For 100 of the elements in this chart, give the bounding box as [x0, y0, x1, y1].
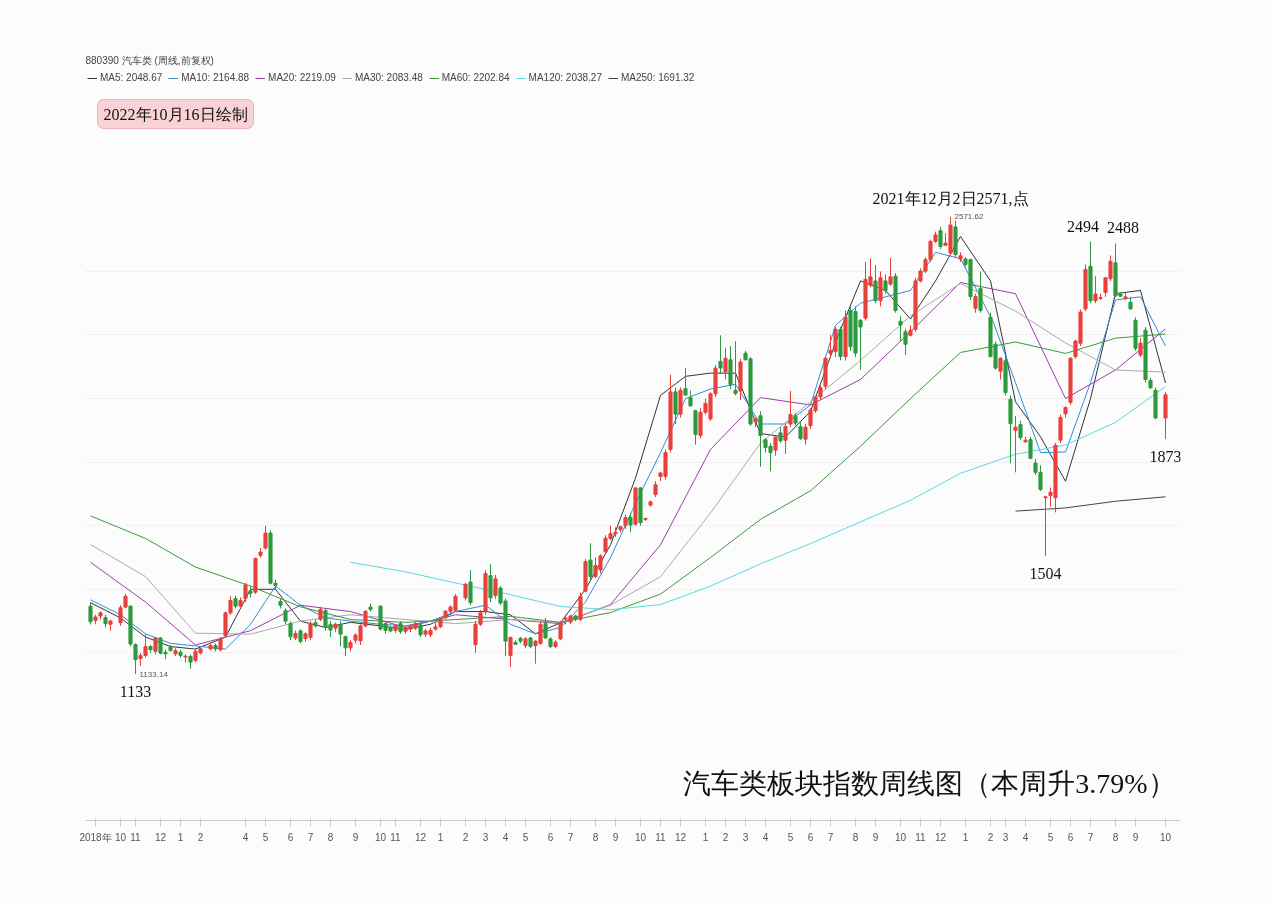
- candlestick: [693, 409, 698, 446]
- candlestick: [243, 582, 248, 603]
- candlestick: [803, 423, 808, 446]
- candlestick: [578, 592, 583, 622]
- x-tick-label: 7: [827, 831, 834, 843]
- candlestick: [733, 340, 738, 396]
- candlestick: [788, 390, 793, 428]
- chart-subtitle: 880390 汽车类 (周线,前复权): [85, 54, 214, 66]
- x-tick-label: 4: [1022, 831, 1029, 843]
- x-tick-label: 10: [1159, 831, 1172, 843]
- candlestick: [338, 620, 343, 648]
- candlestick: [118, 604, 123, 627]
- candlestick: [493, 574, 498, 600]
- x-tick-label: 2: [197, 831, 204, 843]
- x-tick-label: 8: [327, 831, 334, 843]
- x-tick-label: 8: [592, 831, 599, 843]
- candlestick: [683, 367, 688, 396]
- x-tick-label: 1: [962, 831, 969, 843]
- x-tick-label: 9: [352, 831, 359, 843]
- candlestick: [973, 293, 978, 314]
- annotation: 1133: [119, 683, 152, 701]
- candlestick: [998, 356, 1003, 380]
- candlestick: [1013, 415, 1018, 473]
- x-tick-label: 5: [262, 831, 269, 843]
- x-tick-label: 1: [702, 831, 709, 843]
- x-tick-label: 4: [762, 831, 769, 843]
- x-tick-label: 2: [987, 831, 994, 843]
- candlestick: [718, 334, 723, 374]
- x-tick-label: 5: [522, 831, 529, 843]
- legend-label: MA5: 2048.67: [100, 72, 163, 83]
- x-tick-label: 11: [655, 831, 667, 843]
- candlestick: [343, 634, 348, 657]
- x-tick-label: 5: [787, 831, 794, 843]
- candlestick: [1018, 420, 1023, 441]
- x-tick-label: 6: [547, 831, 554, 843]
- x-tick-label: 10: [114, 831, 127, 843]
- annotation: 1873: [1149, 447, 1182, 465]
- x-tick-label: 2018年: [79, 831, 112, 843]
- x-tick-label: 11: [915, 831, 927, 843]
- candlestick: [588, 542, 593, 581]
- x-tick-label: 7: [1087, 831, 1094, 843]
- x-tick-label: 12: [674, 831, 687, 843]
- candlestick: [873, 264, 878, 304]
- candlestick: [723, 347, 728, 380]
- candlestick: [878, 270, 883, 307]
- candlestick: [773, 436, 778, 457]
- candlestick: [783, 423, 788, 455]
- candlestick: [488, 563, 493, 603]
- x-tick-label: 9: [872, 831, 879, 843]
- annotation: 2488: [1107, 219, 1139, 237]
- x-tick-label: 7: [307, 831, 314, 843]
- legend-label: MA120: 2038.27: [528, 72, 602, 83]
- x-tick-label: 12: [154, 831, 167, 843]
- annotation: 2571.62: [954, 212, 984, 222]
- candlestick: [678, 386, 683, 419]
- candlestick: [1138, 337, 1143, 358]
- annotation: 2494: [1067, 217, 1099, 235]
- candlestick: [883, 274, 888, 295]
- x-tick-label: 1: [437, 831, 444, 843]
- x-tick-label: 4: [502, 831, 509, 843]
- x-tick-label: 9: [1132, 831, 1139, 843]
- x-tick-label: 2: [722, 831, 729, 843]
- x-tick-label: 12: [414, 831, 427, 843]
- x-tick-label: 9: [612, 831, 619, 843]
- annotation: 1133.14: [139, 669, 169, 679]
- x-tick-label: 7: [567, 831, 574, 843]
- x-tick-label: 11: [390, 831, 402, 843]
- candlestick: [88, 601, 93, 625]
- x-tick-label: 10: [374, 831, 387, 843]
- candlestick: [673, 386, 678, 425]
- candlestick: [903, 328, 908, 356]
- text: 汽车类板块指数周线图（本周升3.79%）: [683, 767, 1176, 799]
- candlestick: [758, 410, 763, 468]
- x-tick-label: 6: [287, 831, 294, 843]
- x-tick-label: 3: [482, 831, 489, 843]
- candlestick: [888, 257, 893, 287]
- x-tick-label: 5: [1047, 831, 1054, 843]
- candlestick: [1058, 413, 1063, 444]
- x-tick-label: 10: [894, 831, 907, 843]
- x-tick-label: 4: [242, 831, 249, 843]
- legend-label: MA250: 1691.32: [620, 72, 695, 83]
- x-tick-label: 1: [177, 831, 184, 843]
- text: 2022年10月16日绘制: [103, 105, 248, 123]
- x-tick-label: 3: [1002, 831, 1009, 843]
- candlestick: [628, 512, 633, 533]
- candlestick: [1043, 495, 1048, 557]
- x-tick-label: 6: [1067, 831, 1074, 843]
- candlestick: [508, 636, 513, 668]
- x-tick-label: 8: [852, 831, 859, 843]
- x-tick-label: 12: [934, 831, 947, 843]
- candlestick: [468, 569, 473, 606]
- x-tick-label: 11: [130, 831, 142, 843]
- legend-label: MA10: 2164.88: [181, 72, 250, 83]
- x-tick-label: 3: [742, 831, 749, 843]
- annotation: 2021年12月2日2571,点: [872, 189, 1029, 207]
- candlestick: [288, 620, 293, 641]
- x-tick-label: 2: [462, 831, 469, 843]
- legend-label: MA60: 2202.84: [441, 72, 510, 83]
- legend-label: MA30: 2083.48: [354, 72, 423, 83]
- candlestick: [938, 226, 943, 250]
